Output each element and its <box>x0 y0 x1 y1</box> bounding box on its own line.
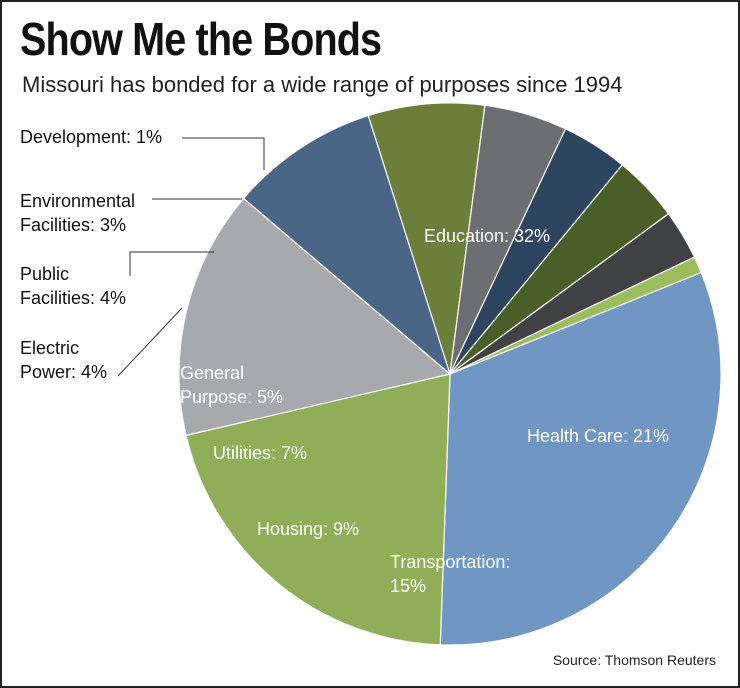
pie-slice-development <box>449 256 703 375</box>
slice-label-electric-power: Electric Power: 4% <box>20 338 107 382</box>
leader-line-public-facilities <box>129 251 214 276</box>
slice-label-public-facilities: Public Facilities: 4% <box>20 264 126 308</box>
leader-line-development <box>182 137 265 170</box>
slice-label-housing: Housing: 9% <box>257 519 359 539</box>
chart-title: Show Me the Bonds <box>20 13 382 65</box>
pie-slice-education <box>439 271 722 646</box>
pie-slice-housing <box>242 114 452 376</box>
slice-label-utilities: Utilities: 7% <box>213 443 307 463</box>
slice-label-transportation: Transportation: 15% <box>390 552 510 596</box>
slice-label-health-care: Health Care: 21% <box>527 426 669 446</box>
slice-label-environmental-facilities: Environmental Facilities: 3% <box>20 191 135 235</box>
pie-slices <box>178 102 722 646</box>
source-note: Source: Thomson Reuters <box>552 652 716 668</box>
pie-slice-health-care <box>185 373 451 646</box>
pie-slice-utilities <box>367 102 486 375</box>
slice-labels: Education: 32% Health Care: 21% Transporta… <box>20 127 669 596</box>
slice-label-general-purpose: General Purpose: 5% <box>180 363 283 407</box>
pie-slice-transportation <box>178 197 452 437</box>
slice-label-development: Development: 1% <box>20 127 162 147</box>
chart-subtitle: Missouri has bonded for a wide range of … <box>22 72 623 97</box>
leader-line-electric-power <box>117 307 183 377</box>
slice-label-education: Education: 32% <box>424 226 550 246</box>
